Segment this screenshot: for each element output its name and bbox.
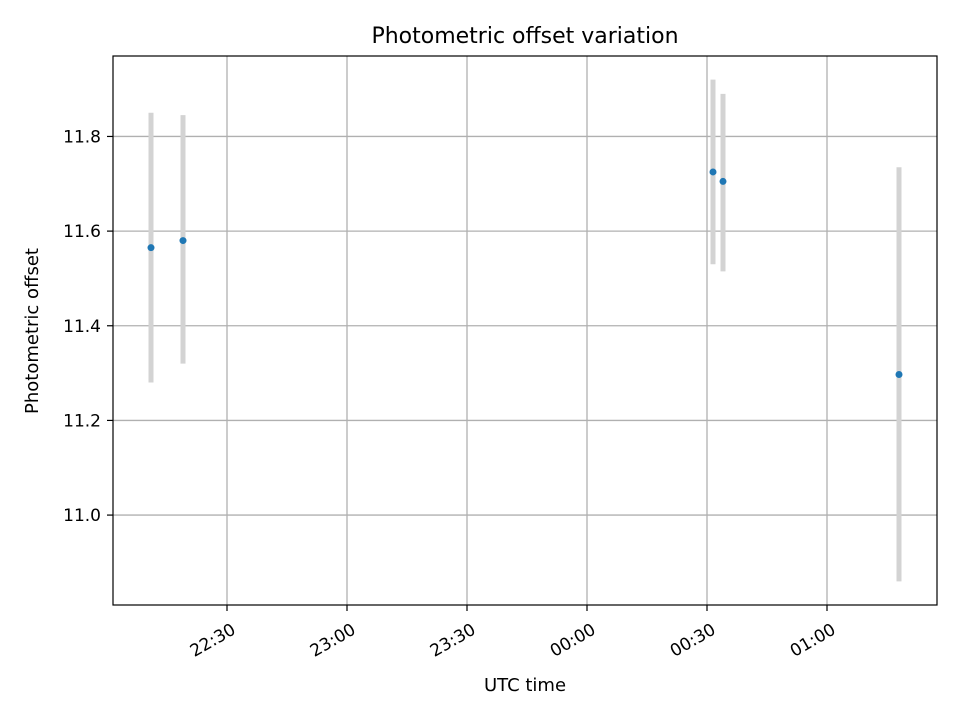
data-point xyxy=(709,168,717,176)
y-tick-label: 11.4 xyxy=(63,317,101,337)
data-point xyxy=(719,177,727,185)
y-tick-label: 11.2 xyxy=(63,411,101,431)
data-point xyxy=(147,244,155,252)
x-axis-label: UTC time xyxy=(484,675,566,696)
plot-area-frame xyxy=(112,55,938,606)
grid-lines xyxy=(113,56,937,605)
chart-title: Photometric offset variation xyxy=(371,24,678,49)
y-tick-label: 11.6 xyxy=(63,222,101,242)
data-point xyxy=(179,237,187,245)
data-point xyxy=(895,371,903,379)
data-points xyxy=(147,168,903,379)
y-axis-label: Photometric offset xyxy=(22,248,43,414)
y-tick-label: 11.8 xyxy=(63,127,101,147)
y-tick-label: 11.0 xyxy=(63,506,101,526)
